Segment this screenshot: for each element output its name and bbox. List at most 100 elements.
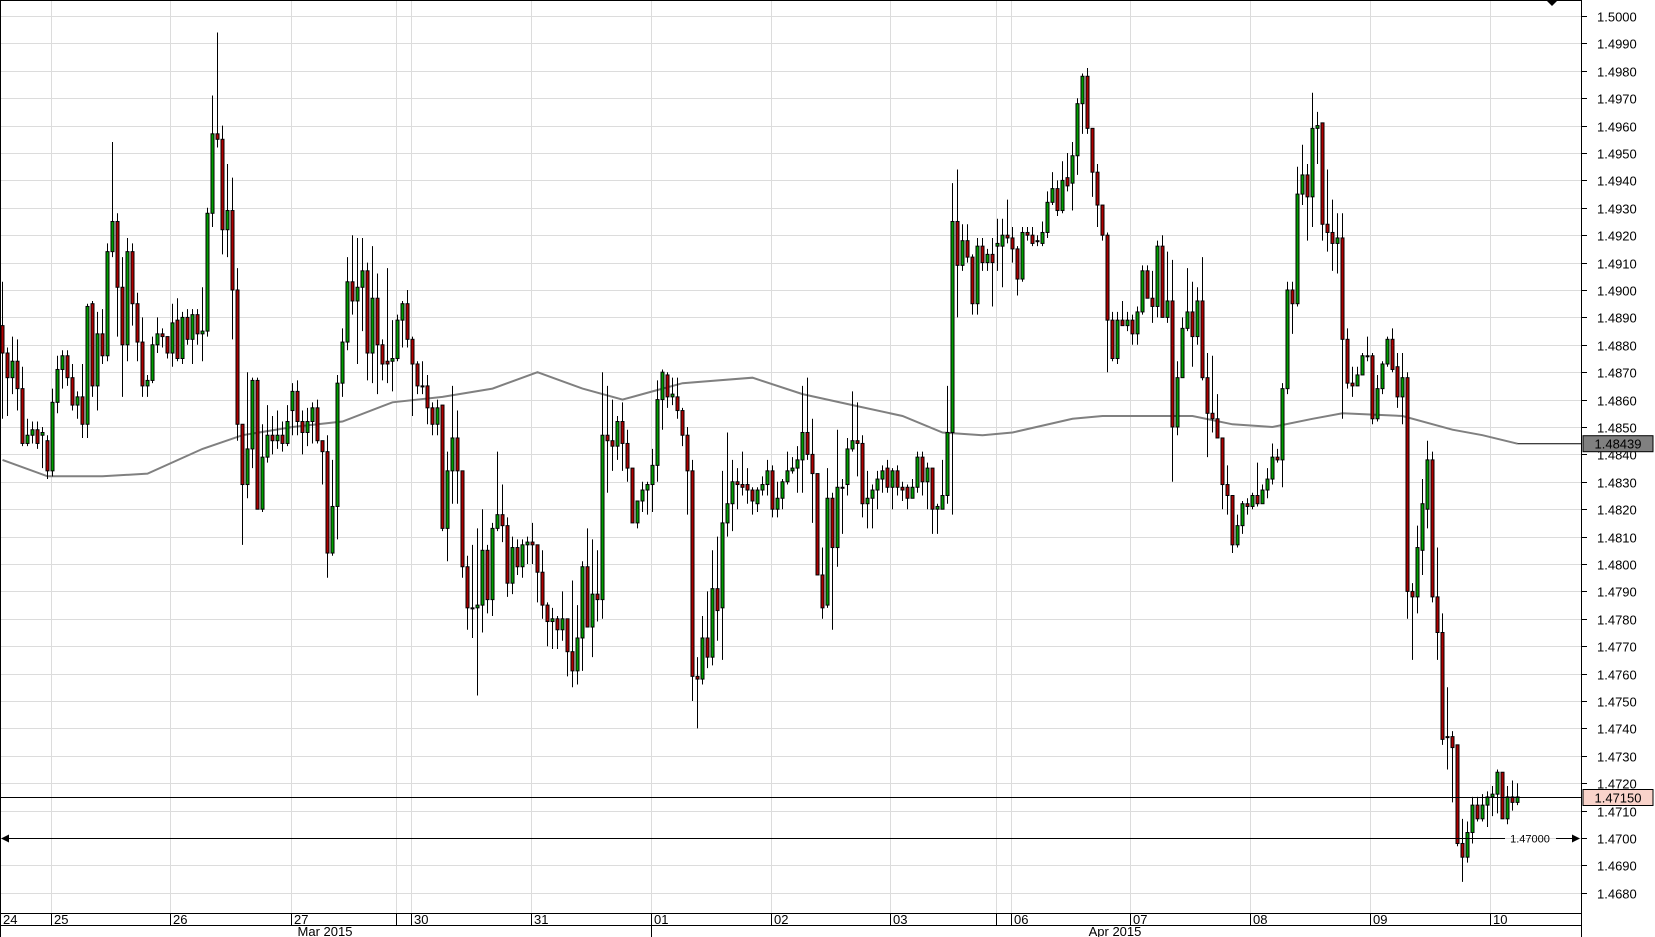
candle-body <box>1265 478 1270 491</box>
candle-body <box>1415 547 1420 598</box>
candle-body <box>155 333 160 346</box>
candle-body <box>975 245 980 305</box>
candle-body <box>1410 590 1415 598</box>
candle-body <box>245 448 250 486</box>
candle-body <box>735 481 740 486</box>
candle-body <box>30 429 35 436</box>
candle-body <box>1340 237 1345 340</box>
y-tick-label: 1.4680 <box>1597 887 1637 902</box>
candle-body <box>1155 245 1160 307</box>
candle-body <box>105 251 110 357</box>
candle-body <box>550 618 555 623</box>
candle-body <box>830 497 835 549</box>
y-tick-label: 1.4810 <box>1597 531 1637 546</box>
candle-body <box>1250 495 1255 507</box>
candle-body <box>840 486 845 489</box>
day-label: 27 <box>294 912 308 927</box>
candle-body <box>850 440 855 450</box>
candle-body <box>435 407 440 425</box>
candle-body <box>805 431 810 455</box>
candle-body <box>495 514 500 529</box>
candle-body <box>870 489 875 499</box>
candle-body <box>410 338 415 365</box>
candle-body <box>185 316 190 340</box>
candle-body <box>1350 382 1355 387</box>
y-tick-label: 1.4760 <box>1597 668 1637 683</box>
candle-body <box>1160 245 1165 318</box>
candle-body <box>0 325 5 354</box>
candle-body <box>130 251 135 305</box>
candle-body <box>275 434 280 442</box>
candle-body <box>1290 289 1295 305</box>
candle-body <box>795 459 800 469</box>
candle-body <box>460 470 465 568</box>
candle-body <box>1075 103 1080 157</box>
candle-body <box>110 221 115 253</box>
candle-body <box>565 618 570 653</box>
candle-body <box>345 281 350 343</box>
candle-body <box>1435 596 1440 634</box>
candle-body <box>1305 174 1310 198</box>
candle-body <box>335 382 340 507</box>
candle-body <box>1320 122 1325 225</box>
candle-body <box>880 470 885 480</box>
candle-body <box>1420 503 1425 551</box>
candle-body <box>70 377 75 406</box>
candle-body <box>630 467 635 524</box>
candle-body <box>165 336 170 354</box>
candle-body <box>485 549 490 601</box>
candle-body <box>950 221 955 433</box>
candle-body <box>430 407 435 425</box>
candle-body <box>560 618 565 631</box>
candle-body <box>40 431 45 436</box>
candle-body <box>395 319 400 360</box>
candle-body <box>365 270 370 354</box>
candle-body <box>985 253 990 264</box>
day-label: 30 <box>414 912 428 927</box>
candle-body <box>225 210 230 231</box>
candle-body <box>350 281 355 302</box>
candle-body <box>1095 171 1100 206</box>
date-axis: 24 25 26 27 30 31 01 02 03 06 07 08 09 10 Mar 2015 Apr … <box>0 912 1581 937</box>
candle-body <box>1055 188 1060 212</box>
day-label: 01 <box>654 912 668 927</box>
candle-body <box>725 503 730 524</box>
candle-body <box>1285 289 1290 390</box>
candle-body <box>1300 174 1305 195</box>
chart-scroll-marker-icon[interactable] <box>1546 0 1558 6</box>
candle-body <box>415 363 420 387</box>
candle-body <box>1135 311 1140 335</box>
y-tick-label: 1.4690 <box>1597 859 1637 874</box>
candle-body <box>685 434 690 472</box>
candle-body <box>385 360 390 365</box>
candle-body <box>320 440 325 453</box>
day-label: 06 <box>1014 912 1028 927</box>
candle-body <box>1195 300 1200 338</box>
y-tick-label: 1.4880 <box>1597 339 1637 354</box>
candle-body <box>1165 300 1170 318</box>
candle-body <box>1510 796 1515 803</box>
candle-body <box>895 470 900 488</box>
candle-body <box>1105 234 1110 321</box>
candle-body <box>825 497 830 606</box>
candle-body <box>910 486 915 499</box>
candle-body <box>1180 327 1185 379</box>
candle-body <box>65 355 70 379</box>
candle-body <box>50 401 55 472</box>
candle-body <box>1330 231 1335 244</box>
candle-body <box>730 481 735 505</box>
candle-body <box>1380 363 1385 390</box>
candle-body <box>190 314 195 340</box>
candle-body <box>670 393 675 398</box>
candle-body <box>1370 355 1375 420</box>
candle-body <box>925 467 930 483</box>
candle-body <box>5 352 10 379</box>
candle-body <box>760 484 765 491</box>
candle-body <box>1335 237 1340 244</box>
candle-body <box>1005 234 1010 239</box>
candle-body <box>1080 75 1085 105</box>
day-label: 03 <box>893 912 907 927</box>
candle-body <box>775 497 780 510</box>
candle-body <box>1365 355 1370 358</box>
candle-body <box>95 333 100 387</box>
